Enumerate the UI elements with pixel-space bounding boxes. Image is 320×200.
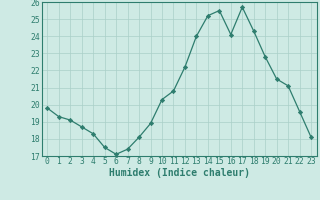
X-axis label: Humidex (Indice chaleur): Humidex (Indice chaleur) xyxy=(109,168,250,178)
